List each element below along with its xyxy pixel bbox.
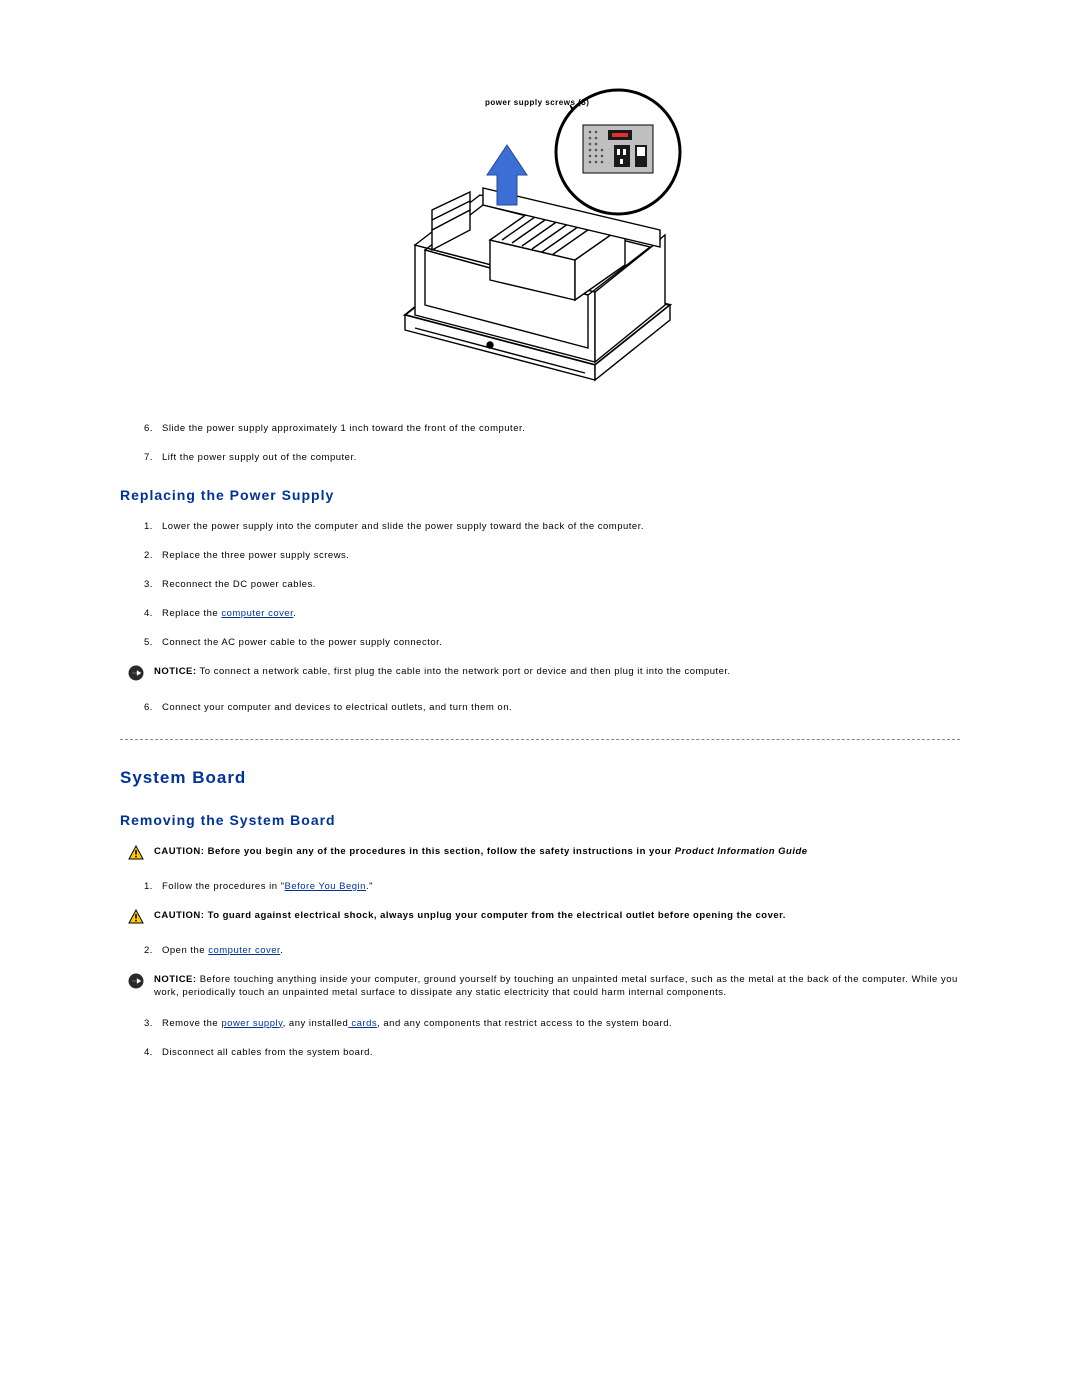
power-supply-link[interactable]: power supply <box>221 1018 282 1029</box>
list-item: Connect the AC power cable to the power … <box>156 637 960 648</box>
notice-block: NOTICE: Before touching anything inside … <box>128 974 960 1000</box>
text: Follow the procedures in " <box>162 881 285 892</box>
caution-text: CAUTION: Before you begin any of the pro… <box>154 846 960 859</box>
diagram-container: power supply screws (3) <box>120 80 960 393</box>
text: , any installed <box>283 1018 349 1029</box>
notice-block: NOTICE: To connect a network cable, firs… <box>128 666 960 684</box>
notice-prefix: NOTICE: <box>154 974 197 985</box>
text: , and any components that restrict acces… <box>377 1018 672 1029</box>
replacing-ps-steps: Lower the power supply into the computer… <box>128 521 960 648</box>
computer-cover-link[interactable]: computer cover <box>208 945 280 956</box>
replacing-ps-steps-b: Connect your computer and devices to ele… <box>128 702 960 713</box>
removing-sb-steps-c: Remove the power supply, any installed c… <box>128 1018 960 1058</box>
list-item: Disconnect all cables from the system bo… <box>156 1047 960 1058</box>
removing-sb-heading: Removing the System Board <box>120 812 960 828</box>
caution-body: To guard against electrical shock, alway… <box>204 910 786 921</box>
caution-icon <box>128 845 146 863</box>
before-you-begin-link[interactable]: Before You Begin <box>285 881 366 892</box>
replacing-ps-heading: Replacing the Power Supply <box>120 487 960 503</box>
caution-block: CAUTION: Before you begin any of the pro… <box>128 846 960 863</box>
text: Remove the <box>162 1018 221 1029</box>
computer-cover-link[interactable]: computer cover <box>221 608 293 619</box>
notice-icon <box>128 973 146 992</box>
list-item: Slide the power supply approximately 1 i… <box>156 423 960 434</box>
text: ." <box>366 881 373 892</box>
list-item: Replace the computer cover. <box>156 608 960 619</box>
caution-icon <box>128 909 146 927</box>
text: Replace the <box>162 608 221 619</box>
computer-chassis-illustration <box>370 80 710 390</box>
text: Open the <box>162 945 208 956</box>
notice-body: To connect a network cable, first plug t… <box>197 666 731 677</box>
list-item: Connect your computer and devices to ele… <box>156 702 960 713</box>
caution-text: CAUTION: To guard against electrical sho… <box>154 910 960 923</box>
notice-icon <box>128 665 146 684</box>
notice-text: NOTICE: Before touching anything inside … <box>154 974 960 1000</box>
list-item: Open the computer cover. <box>156 945 960 956</box>
caution-body: Before you begin any of the procedures i… <box>204 846 674 857</box>
list-item: Follow the procedures in "Before You Beg… <box>156 881 960 892</box>
notice-body: Before touching anything inside your com… <box>154 974 958 998</box>
section-divider <box>120 739 960 740</box>
caution-prefix: CAUTION: <box>154 846 204 857</box>
diagram-callout-label: power supply screws (3) <box>485 98 589 107</box>
removing-ps-steps-cont: Slide the power supply approximately 1 i… <box>128 423 960 463</box>
text: . <box>293 608 296 619</box>
system-board-heading: System Board <box>120 768 960 788</box>
page-content: power supply screws (3) <box>0 0 1080 1156</box>
list-item: Reconnect the DC power cables. <box>156 579 960 590</box>
removing-sb-steps-a: Follow the procedures in "Before You Beg… <box>128 881 960 892</box>
product-info-guide: Product Information Guide <box>675 846 808 857</box>
list-item: Replace the three power supply screws. <box>156 550 960 561</box>
cards-link[interactable]: cards <box>348 1018 377 1029</box>
removing-sb-steps-b: Open the computer cover. <box>128 945 960 956</box>
caution-prefix: CAUTION: <box>154 910 204 921</box>
notice-prefix: NOTICE: <box>154 666 197 677</box>
list-item: Lift the power supply out of the compute… <box>156 452 960 463</box>
text: . <box>280 945 283 956</box>
list-item: Remove the power supply, any installed c… <box>156 1018 960 1029</box>
caution-block: CAUTION: To guard against electrical sho… <box>128 910 960 927</box>
power-supply-diagram: power supply screws (3) <box>370 80 710 390</box>
list-item: Lower the power supply into the computer… <box>156 521 960 532</box>
notice-text: NOTICE: To connect a network cable, firs… <box>154 666 960 679</box>
